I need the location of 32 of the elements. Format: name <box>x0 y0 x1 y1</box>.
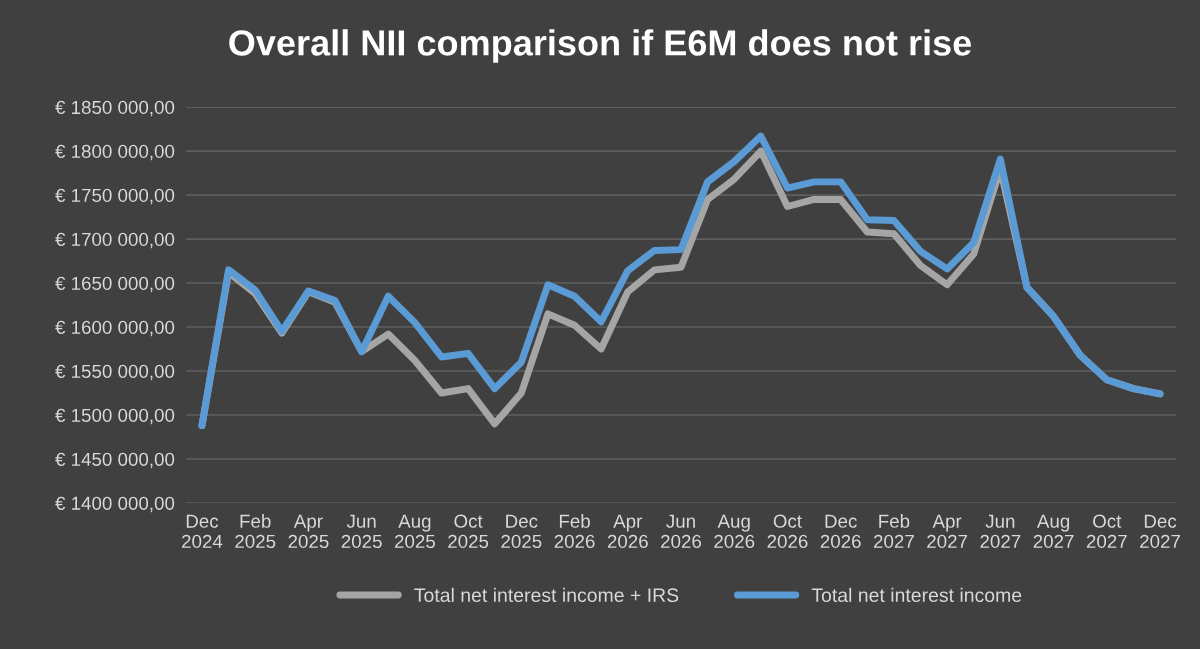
x-tick-label: Apr 2026 <box>607 514 648 549</box>
x-tick-label: Aug 2026 <box>714 514 755 549</box>
x-tick-label: Oct 2026 <box>767 514 808 549</box>
x-tick-label: Aug 2027 <box>1033 514 1074 549</box>
x-tick-label: Apr 2025 <box>288 514 329 549</box>
y-tick-label: € 1600 000,00 <box>55 320 175 337</box>
y-tick-label: € 1550 000,00 <box>55 364 175 381</box>
x-tick-label: Dec 2024 <box>182 514 223 549</box>
x-tick-label: Feb 2026 <box>554 514 595 549</box>
y-tick-label: € 1450 000,00 <box>55 452 175 469</box>
x-tick-label: Jun 2025 <box>341 514 382 549</box>
x-tick-label: Oct 2025 <box>448 514 489 549</box>
x-tick-label: Dec 2026 <box>820 514 861 549</box>
legend-label: Total net interest income + IRS <box>414 587 679 603</box>
legend-label: Total net interest income <box>811 587 1022 603</box>
y-tick-label: € 1400 000,00 <box>55 496 175 513</box>
chart-title: Overall NII comparison if E6M does not rise <box>229 29 972 63</box>
y-tick-label: € 1650 000,00 <box>55 276 175 293</box>
x-tick-label: Feb 2025 <box>235 514 276 549</box>
y-tick-label: € 1700 000,00 <box>55 232 175 249</box>
x-tick-label: Apr 2027 <box>927 514 968 549</box>
y-tick-label: € 1500 000,00 <box>55 408 175 425</box>
y-tick-label: € 1800 000,00 <box>55 144 175 161</box>
x-tick-label: Feb 2027 <box>873 514 914 549</box>
x-tick-label: Aug 2025 <box>394 514 435 549</box>
x-tick-label: Jun 2026 <box>661 514 702 549</box>
x-tick-label: Oct 2027 <box>1086 514 1127 549</box>
y-tick-label: € 1750 000,00 <box>55 188 175 205</box>
x-tick-label: Dec 2027 <box>1140 514 1180 549</box>
y-tick-label: € 1850 000,00 <box>55 100 175 117</box>
x-tick-label: Dec 2025 <box>501 514 542 549</box>
x-tick-label: Jun 2027 <box>980 514 1021 549</box>
